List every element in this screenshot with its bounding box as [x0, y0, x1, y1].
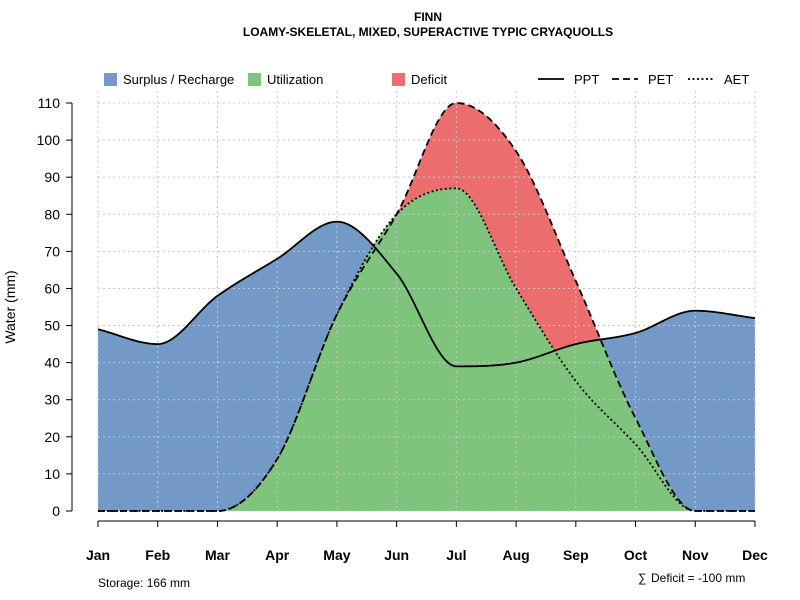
y-tick-label: 110 — [38, 95, 61, 111]
y-tick-label: 30 — [44, 392, 60, 408]
legend-swatch — [248, 73, 261, 86]
x-tick-label: Jan — [86, 547, 110, 563]
axes: 0 10 20 30 40 50 60 70 80 90 100 110 Jan Feb Mar Apr May… — [37, 95, 768, 563]
y-tick-label: 0 — [52, 503, 60, 519]
legend-label: Deficit — [411, 72, 448, 87]
legend-swatch — [392, 73, 405, 86]
y-tick-label: 90 — [44, 169, 60, 185]
legend-label: Utilization — [267, 72, 323, 87]
grid — [97, 91, 756, 512]
legend-label: PPT — [574, 72, 599, 87]
x-tick-label: Dec — [742, 547, 768, 563]
x-tick-label: Jun — [384, 547, 409, 563]
y-tick-label: 10 — [44, 466, 60, 482]
y-tick-label: 80 — [44, 206, 60, 222]
x-tick-label: Apr — [265, 547, 290, 563]
y-tick-label: 40 — [44, 355, 60, 371]
x-tick-label: Oct — [624, 547, 648, 563]
x-tick-label: Sep — [563, 547, 589, 563]
y-tick-label: 50 — [44, 318, 60, 334]
chart-subtitle: LOAMY-SKELETAL, MIXED, SUPERACTIVE TYPIC… — [243, 25, 613, 39]
legend: Surplus / Recharge Utilization Deficit PPT P… — [104, 72, 749, 87]
x-tick-label: Aug — [502, 547, 529, 563]
y-tick-label: 60 — [44, 280, 60, 296]
aet-green-area — [98, 188, 755, 511]
legend-label: Surplus / Recharge — [123, 72, 234, 87]
plot-fills — [98, 103, 755, 511]
y-tick-label: 20 — [44, 429, 60, 445]
legend-label: AET — [724, 72, 749, 87]
pet-line — [98, 102, 755, 512]
deficit-annotation: Deficit = -100 mm — [651, 571, 745, 585]
legend-label: PET — [648, 72, 673, 87]
legend-swatch — [104, 73, 117, 86]
plot-lines — [97, 102, 756, 512]
x-tick-label: Feb — [145, 547, 170, 563]
x-tick-label: Jul — [446, 547, 466, 563]
chart-title: FINN — [414, 10, 442, 24]
x-tick-label: Nov — [682, 547, 709, 563]
sum-icon: ∑ — [638, 571, 647, 585]
y-tick-label: 100 — [37, 132, 61, 148]
storage-annotation: Storage: 166 mm — [98, 576, 190, 590]
x-tick-label: May — [323, 547, 350, 563]
x-tick-label: Mar — [205, 547, 230, 563]
aet-line — [98, 187, 755, 512]
ppt-line — [97, 220, 756, 368]
y-tick-label: 70 — [44, 243, 60, 259]
y-axis-label: Water (mm) — [2, 270, 18, 343]
deficit-area — [98, 103, 755, 511]
surplus-area — [98, 103, 755, 511]
